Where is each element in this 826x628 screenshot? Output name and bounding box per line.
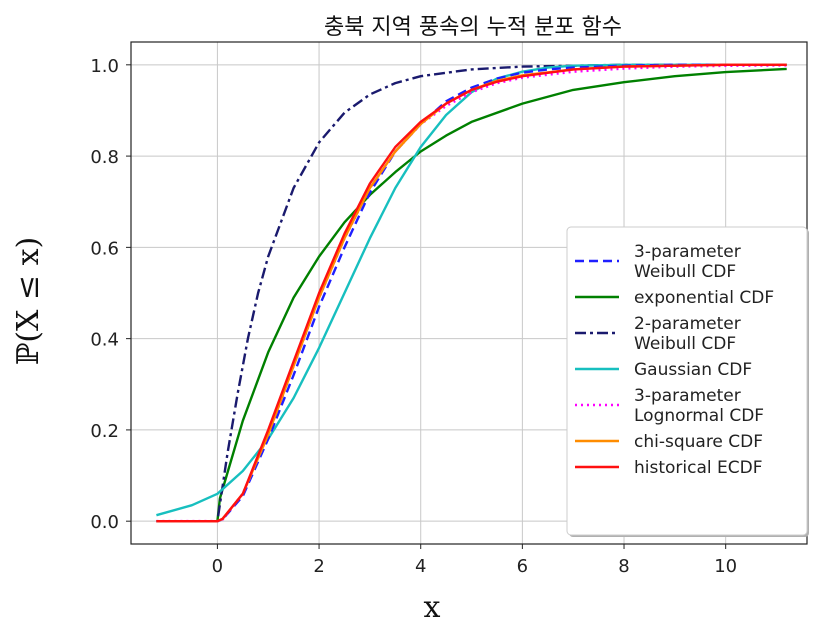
y-ticks: 0.0 0.2 0.4 0.6 0.8 1.0 [90, 56, 131, 533]
x-tick-label: 6 [517, 556, 528, 577]
chart-title: 충북 지역 풍속의 누적 분포 함수 [324, 15, 622, 40]
legend-label-3-parameter-weibull-cdf: Weibull CDF [634, 262, 736, 282]
legend-label-3-parameter-lognormal-cdf: Lognormal CDF [634, 406, 764, 426]
y-tick-label: 0.2 [90, 421, 119, 442]
legend-label-3-parameter-weibull-cdf: 3-parameter [634, 242, 741, 262]
legend-box [566, 226, 808, 536]
x-axis-label: x [424, 590, 441, 625]
legend-label-2-parameter-weibull-cdf: Weibull CDF [634, 334, 736, 354]
y-tick-label: 0.4 [90, 330, 119, 351]
x-tick-label: 8 [618, 556, 629, 577]
y-tick-label: 1.0 [90, 56, 119, 77]
legend-label-chi-square-cdf: chi-square CDF [634, 432, 763, 452]
x-tick-label: 0 [212, 556, 223, 577]
series-line-historical-ecdf [156, 63, 787, 523]
legend-label-exponential-cdf: exponential CDF [634, 288, 774, 308]
legend-label-3-parameter-lognormal-cdf: 3-parameter [634, 386, 741, 406]
x-ticks: 0 2 4 6 8 10 [212, 544, 737, 577]
legend-label-gaussian-cdf: Gaussian CDF [634, 360, 752, 380]
x-tick-label: 4 [415, 556, 426, 577]
y-tick-label: 0.6 [90, 238, 119, 259]
legend-label-2-parameter-weibull-cdf: 2-parameter [634, 314, 741, 334]
x-tick-label: 10 [714, 556, 737, 577]
series-line-gaussian-cdf [156, 63, 787, 517]
y-axis-label: ℙ(X ≤ x) [11, 237, 46, 365]
y-tick-label: 0.8 [90, 147, 119, 168]
x-tick-label: 2 [313, 556, 324, 577]
legend-label-historical-ecdf: historical ECDF [634, 458, 763, 478]
series-lines [156, 63, 787, 523]
series-line-exponential-cdf [156, 67, 787, 523]
y-tick-label: 0.0 [90, 512, 119, 533]
